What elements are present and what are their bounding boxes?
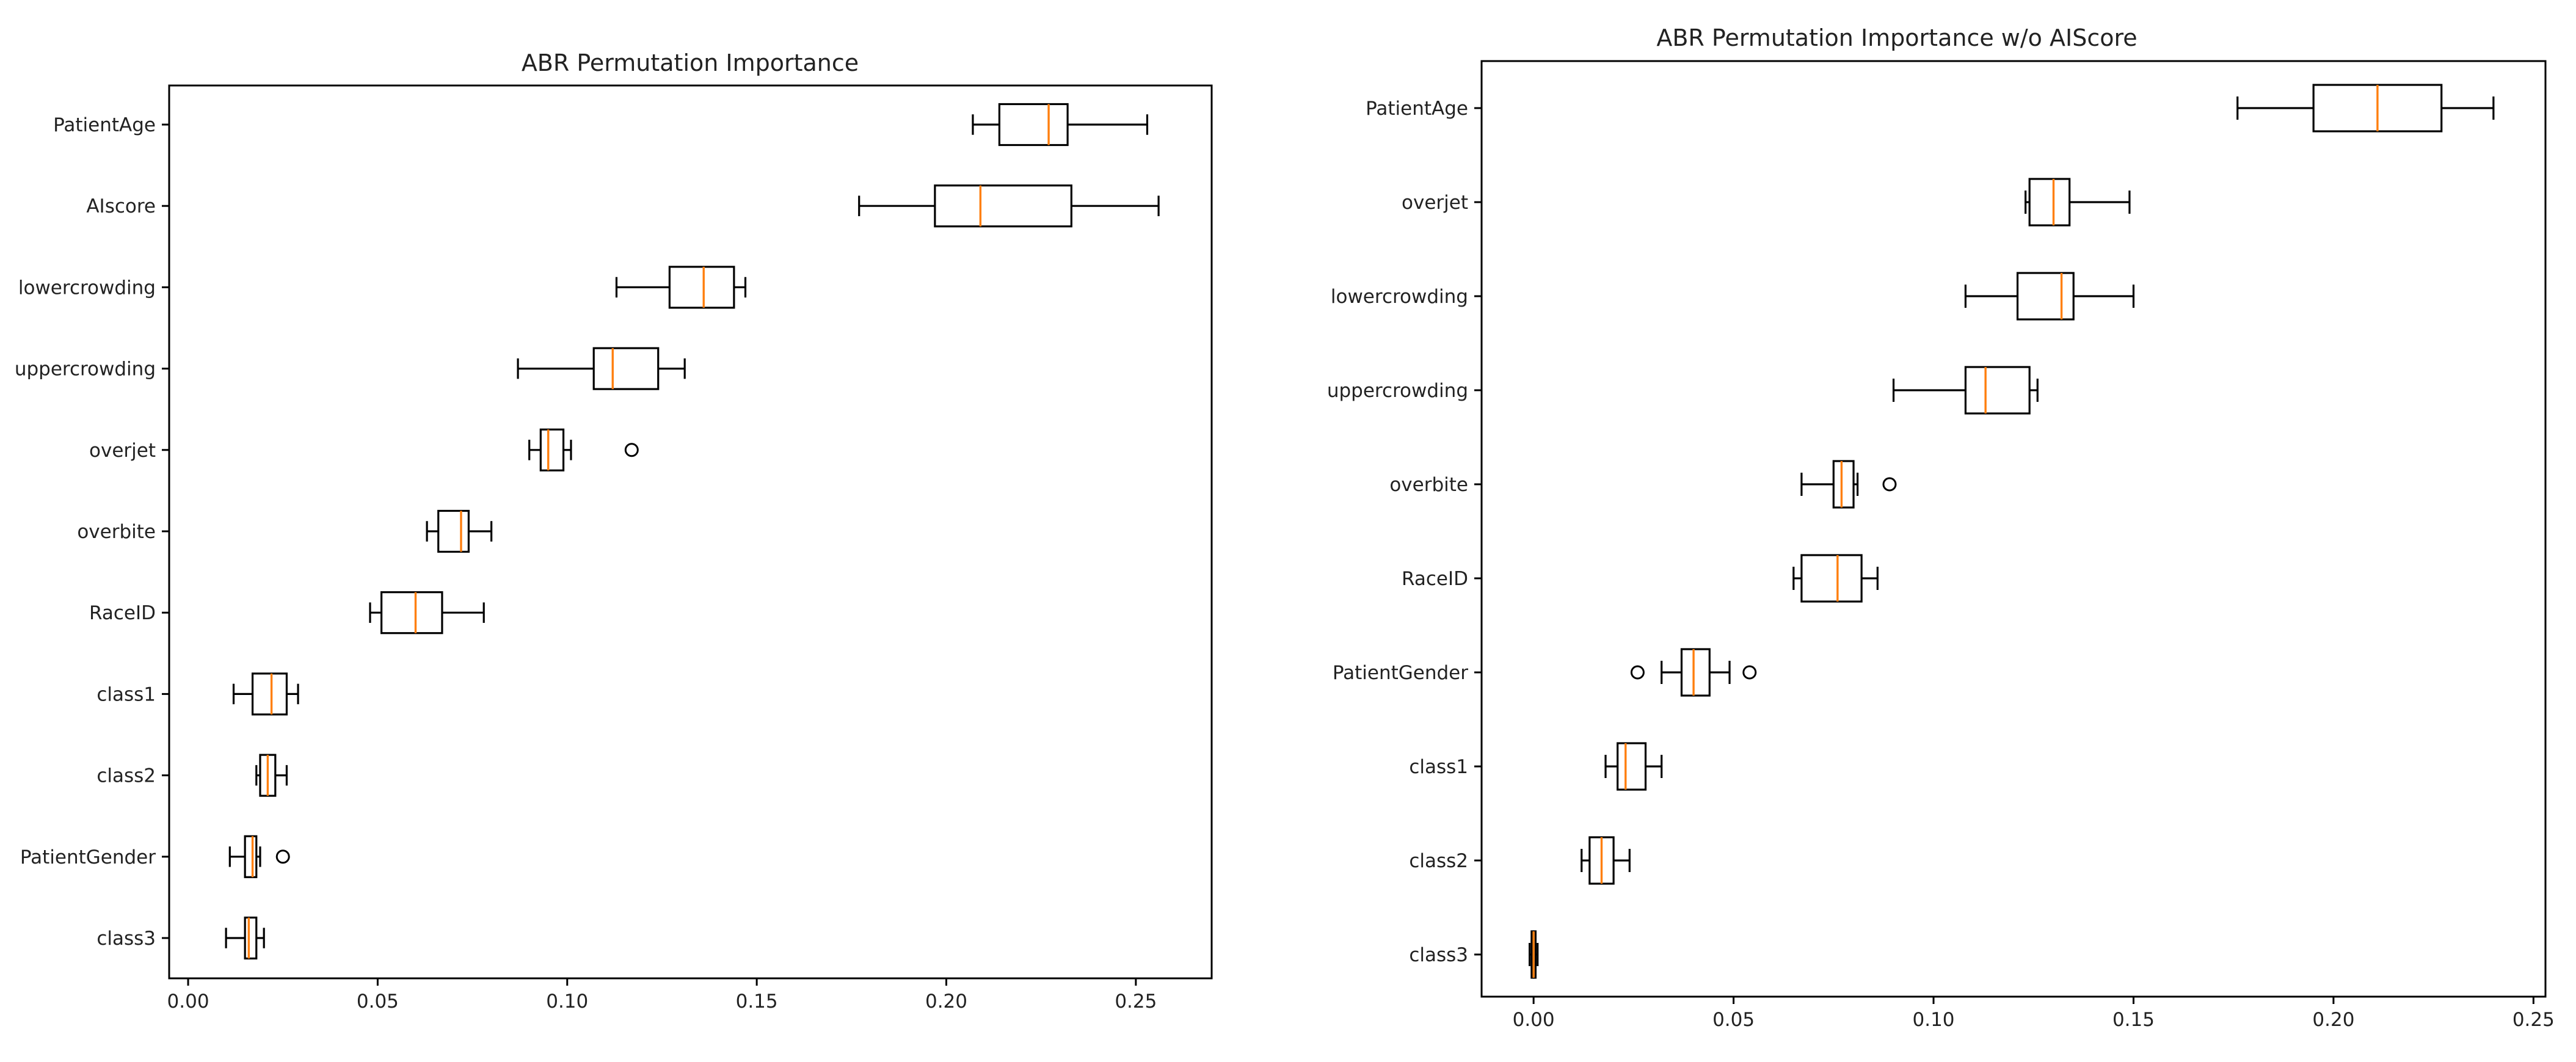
- chart-left-category-label: lowercrowding: [18, 277, 156, 299]
- chart-right-category-label: PatientAge: [1366, 98, 1468, 120]
- chart-right-xtick-label: 0.25: [2512, 1009, 2555, 1031]
- chart-right-box: [1617, 742, 1647, 791]
- chart-left-box: [244, 835, 258, 878]
- chart-left-category-label: class1: [96, 683, 156, 705]
- chart-right-category-label: class2: [1409, 850, 1468, 872]
- chart-left-title: ABR Permutation Importance: [522, 49, 859, 76]
- chart-right-box: [1680, 648, 1711, 697]
- chart-right: ABR Permutation Importance w/o AIScore 0…: [1327, 24, 2555, 1031]
- chart-right-category-label: class1: [1409, 756, 1468, 778]
- chart-left-category-label: overjet: [89, 440, 156, 462]
- chart-right-box: [2028, 178, 2071, 227]
- chart-left-category-label: PatientAge: [53, 114, 156, 136]
- chart-left-category-label: overbite: [77, 521, 156, 543]
- chart-right-category-label: PatientGender: [1333, 662, 1468, 684]
- chart-right-xtick-label: 0.10: [1913, 1009, 1955, 1031]
- chart-right-category-label: RaceID: [1402, 568, 1468, 590]
- chart-left-category-label: class3: [96, 928, 156, 950]
- chart-right-flier: [1882, 477, 1897, 492]
- chart-left-xtick-label: 0.15: [736, 991, 778, 1013]
- chart-left-box: [437, 509, 470, 553]
- chart-left: ABR Permutation Importance 0.00 0.05 0.10 0…: [15, 49, 1213, 1013]
- chart-right-xtick-label: 0.15: [2112, 1009, 2155, 1031]
- chart-right-box: [1964, 366, 2031, 415]
- chart-left-box: [244, 916, 258, 960]
- chart-left-xtick-label: 0.20: [925, 991, 967, 1013]
- chart-right-title: ABR Permutation Importance w/o AIScore: [1656, 24, 2137, 51]
- chart-right-category-label: overbite: [1389, 474, 1468, 496]
- chart-left-category-label: class2: [96, 765, 156, 787]
- chart-right-flier: [1742, 665, 1757, 680]
- chart-left-xtick-label: 0.25: [1115, 991, 1157, 1013]
- chart-left-box: [668, 266, 735, 309]
- chart-left-xtick-label: 0.10: [546, 991, 588, 1013]
- chart-right-xtick-label: 0.05: [1712, 1009, 1755, 1031]
- chart-right-category-label: uppercrowding: [1327, 380, 1468, 402]
- chart-left-flier: [624, 443, 639, 457]
- chart-right-xtick-label: 0.00: [1513, 1009, 1555, 1031]
- chart-left-box: [251, 672, 288, 716]
- chart-left-box: [998, 103, 1069, 147]
- chart-left-xtick-label: 0.05: [357, 991, 399, 1013]
- chart-left-category-label: PatientGender: [20, 846, 156, 868]
- chart-right-box: [1832, 460, 1855, 509]
- chart-right-category-label: lowercrowding: [1331, 286, 1468, 308]
- chart-left-xtick-label: 0.00: [167, 991, 209, 1013]
- chart-right-xtick-label: 0.20: [2312, 1009, 2354, 1031]
- chart-right-category-label: class3: [1409, 944, 1468, 966]
- chart-right-category-label: overjet: [1402, 192, 1468, 214]
- chart-right-box: [1800, 554, 1863, 603]
- chart-right-flier: [1630, 665, 1645, 680]
- chart-left-box: [539, 428, 565, 471]
- chart-left-category-label: RaceID: [89, 602, 156, 624]
- chart-right-box: [2016, 272, 2075, 321]
- chart-left-box: [592, 347, 660, 390]
- chart-left-category-label: uppercrowding: [15, 358, 156, 380]
- chart-left-flier: [275, 849, 290, 864]
- chart-left-box: [380, 591, 443, 635]
- chart-left-box: [934, 184, 1072, 228]
- chart-right-axes-frame: [1480, 60, 2547, 998]
- chart-left-category-label: AIscore: [86, 195, 156, 217]
